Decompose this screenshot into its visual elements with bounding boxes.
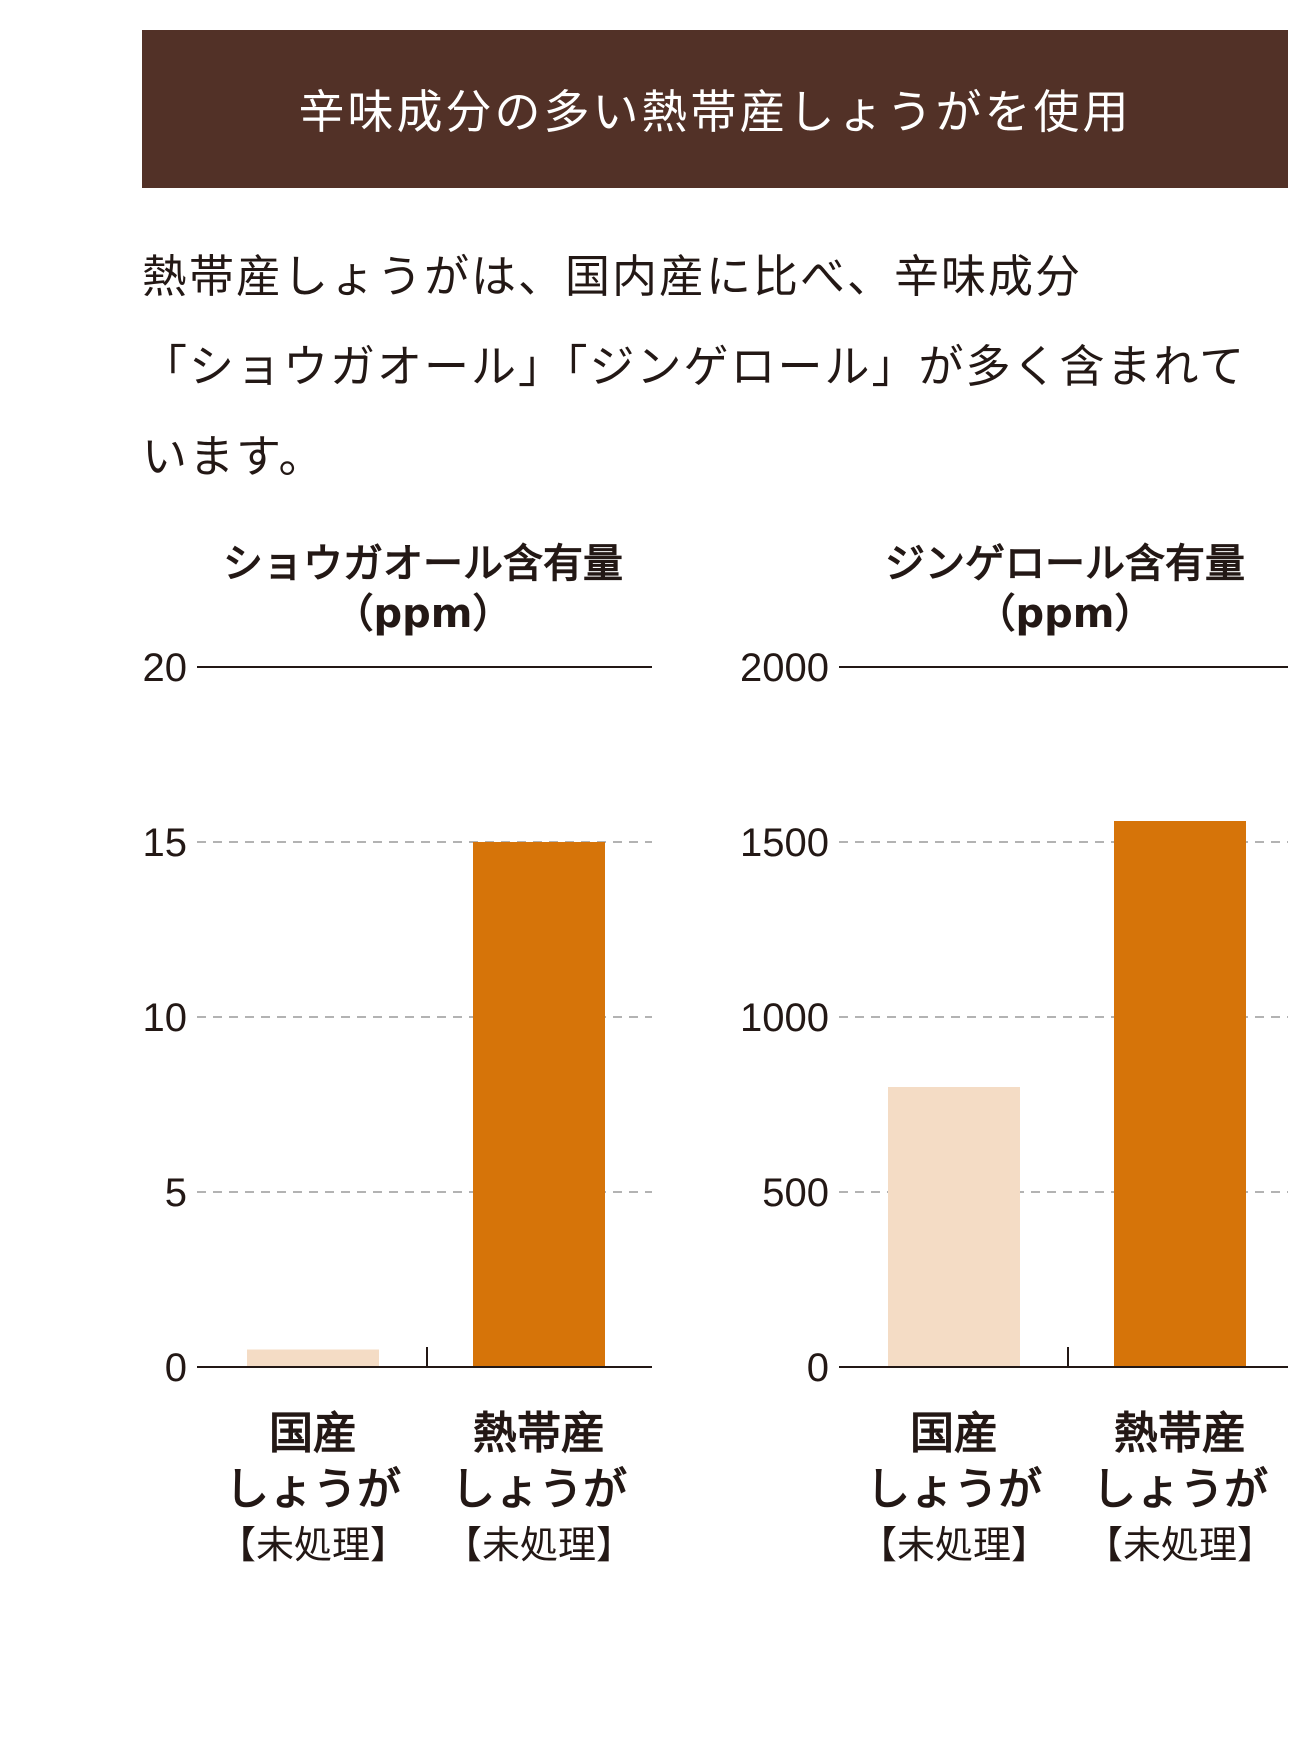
bar xyxy=(1114,821,1246,1367)
x-category-label: しょうが xyxy=(866,1464,1042,1515)
lead-line: 「ショウガオール」「ジンゲロール」が多く含まれて xyxy=(142,340,1247,393)
lead-line: います。 xyxy=(142,430,326,483)
x-category-label: しょうが xyxy=(1092,1464,1268,1515)
bar xyxy=(888,1087,1020,1367)
bar xyxy=(473,842,605,1367)
chart-title: ジンゲロール含有量 xyxy=(885,541,1245,587)
x-category-label: 熱帯産 xyxy=(473,1408,605,1459)
chart-unit: （ppm） xyxy=(976,591,1155,637)
y-tick-label: 5 xyxy=(165,1171,187,1215)
x-category-label: 国産 xyxy=(269,1408,357,1459)
x-category-label: しょうが xyxy=(451,1464,627,1515)
x-category-label: 熱帯産 xyxy=(1114,1408,1246,1459)
lead-line: 熱帯産しょうがは、国内産に比べ、辛味成分 xyxy=(142,250,1083,303)
x-category-label: 国産 xyxy=(910,1408,998,1459)
y-tick-label: 500 xyxy=(762,1171,829,1215)
y-tick-label: 15 xyxy=(143,821,188,865)
lead-paragraph: 熱帯産しょうがは、国内産に比べ、辛味成分 「ショウガオール」「ジンゲロール」が多… xyxy=(142,232,1262,502)
y-tick-label: 1500 xyxy=(740,821,829,865)
y-tick-label: 0 xyxy=(807,1346,829,1390)
chart-unit: （ppm） xyxy=(334,591,513,637)
bar xyxy=(247,1349,379,1367)
x-category-sublabel: 【未処理】 xyxy=(1085,1523,1275,1567)
y-tick-label: 0 xyxy=(165,1346,187,1390)
section-header: 辛味成分の多い熱帯産しょうがを使用 xyxy=(142,30,1288,188)
x-category-sublabel: 【未処理】 xyxy=(859,1523,1049,1567)
y-tick-label: 20 xyxy=(143,646,188,690)
y-tick-label: 2000 xyxy=(740,646,829,690)
y-tick-label: 1000 xyxy=(740,996,829,1040)
x-category-sublabel: 【未処理】 xyxy=(218,1523,408,1567)
x-category-label: しょうが xyxy=(225,1464,401,1515)
header-title: 辛味成分の多い熱帯産しょうがを使用 xyxy=(298,85,1132,139)
y-tick-label: 10 xyxy=(143,996,188,1040)
chart-title: ショウガオール含有量 xyxy=(223,541,623,587)
x-category-sublabel: 【未処理】 xyxy=(444,1523,634,1567)
